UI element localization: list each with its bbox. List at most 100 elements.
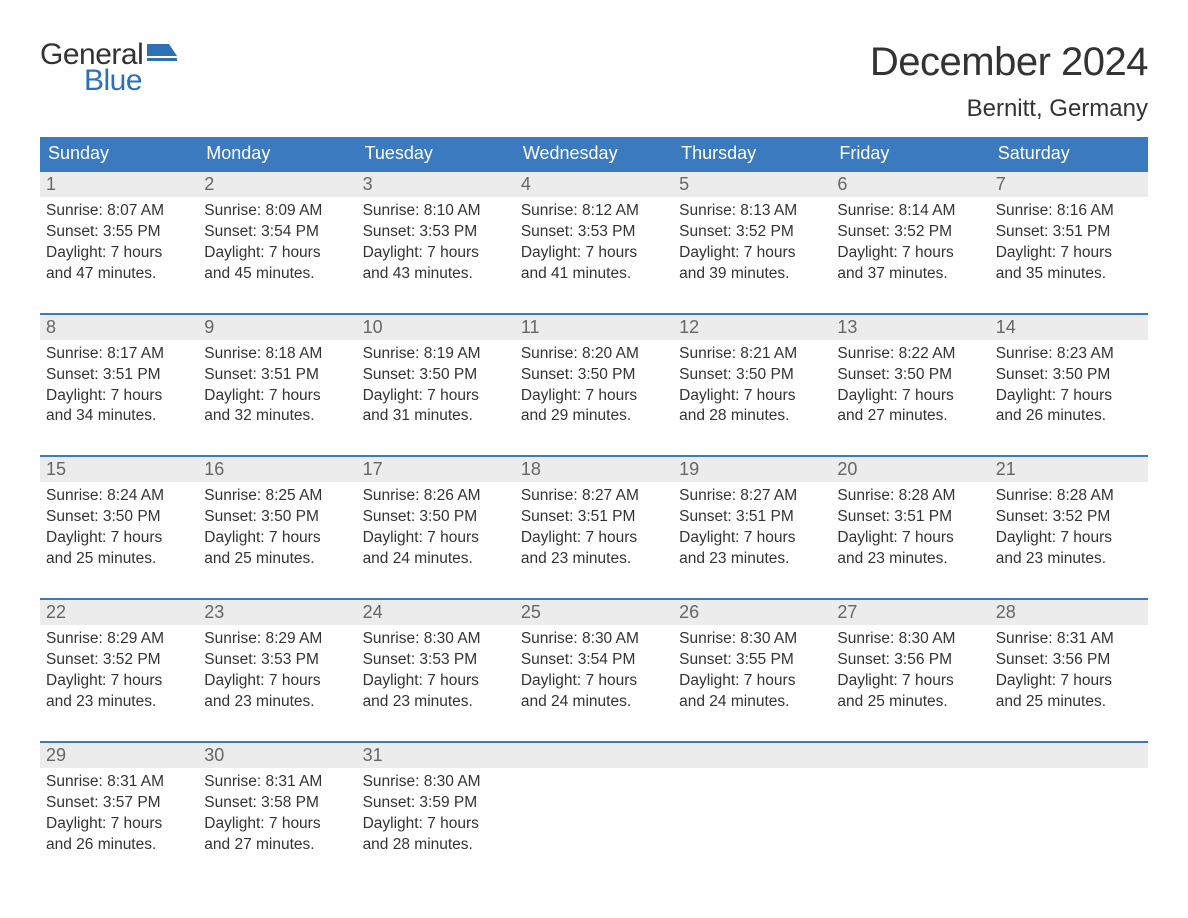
sunrise-line: Sunrise: 8:23 AM — [996, 344, 1142, 365]
sunset-line: Sunset: 3:51 PM — [679, 507, 825, 528]
day-cell: 22Sunrise: 8:29 AMSunset: 3:52 PMDayligh… — [40, 600, 198, 719]
daylight-line-1: Daylight: 7 hours — [679, 528, 825, 549]
day-body: Sunrise: 8:29 AMSunset: 3:52 PMDaylight:… — [40, 625, 198, 719]
sunset-line: Sunset: 3:56 PM — [837, 650, 983, 671]
sunrise-line: Sunrise: 8:12 AM — [521, 201, 667, 222]
week-row: 8Sunrise: 8:17 AMSunset: 3:51 PMDaylight… — [40, 313, 1148, 434]
day-body: Sunrise: 8:23 AMSunset: 3:50 PMDaylight:… — [990, 340, 1148, 434]
day-number: 25 — [515, 600, 673, 625]
sunrise-line: Sunrise: 8:31 AM — [204, 772, 350, 793]
month-title: December 2024 — [870, 40, 1148, 85]
sunset-line: Sunset: 3:53 PM — [521, 222, 667, 243]
sunrise-line: Sunrise: 8:29 AM — [46, 629, 192, 650]
sunrise-line: Sunrise: 8:20 AM — [521, 344, 667, 365]
day-number: 28 — [990, 600, 1148, 625]
sunrise-line: Sunrise: 8:28 AM — [837, 486, 983, 507]
daylight-line-2: and 26 minutes. — [996, 406, 1142, 427]
day-body: Sunrise: 8:10 AMSunset: 3:53 PMDaylight:… — [357, 197, 515, 291]
sunset-line: Sunset: 3:50 PM — [363, 507, 509, 528]
sunset-line: Sunset: 3:52 PM — [837, 222, 983, 243]
daylight-line-2: and 43 minutes. — [363, 264, 509, 285]
day-cell: 16Sunrise: 8:25 AMSunset: 3:50 PMDayligh… — [198, 457, 356, 576]
sunset-line: Sunset: 3:53 PM — [363, 650, 509, 671]
daylight-line-1: Daylight: 7 hours — [46, 243, 192, 264]
sunrise-line: Sunrise: 8:30 AM — [521, 629, 667, 650]
day-body: Sunrise: 8:27 AMSunset: 3:51 PMDaylight:… — [673, 482, 831, 576]
sunrise-line: Sunrise: 8:31 AM — [996, 629, 1142, 650]
day-cell: 24Sunrise: 8:30 AMSunset: 3:53 PMDayligh… — [357, 600, 515, 719]
sunset-line: Sunset: 3:50 PM — [679, 365, 825, 386]
day-cell: 25Sunrise: 8:30 AMSunset: 3:54 PMDayligh… — [515, 600, 673, 719]
daylight-line-1: Daylight: 7 hours — [837, 243, 983, 264]
day-body: Sunrise: 8:19 AMSunset: 3:50 PMDaylight:… — [357, 340, 515, 434]
day-cell: 7Sunrise: 8:16 AMSunset: 3:51 PMDaylight… — [990, 172, 1148, 291]
sunset-line: Sunset: 3:50 PM — [996, 365, 1142, 386]
daylight-line-1: Daylight: 7 hours — [679, 386, 825, 407]
daylight-line-1: Daylight: 7 hours — [204, 814, 350, 835]
day-number: 24 — [357, 600, 515, 625]
day-number: 22 — [40, 600, 198, 625]
day-number: 30 — [198, 743, 356, 768]
day-cell: 3Sunrise: 8:10 AMSunset: 3:53 PMDaylight… — [357, 172, 515, 291]
daylight-line-1: Daylight: 7 hours — [363, 386, 509, 407]
day-body: Sunrise: 8:30 AMSunset: 3:56 PMDaylight:… — [831, 625, 989, 719]
day-number: 5 — [673, 172, 831, 197]
day-number: 12 — [673, 315, 831, 340]
sunrise-line: Sunrise: 8:19 AM — [363, 344, 509, 365]
sunrise-line: Sunrise: 8:29 AM — [204, 629, 350, 650]
daylight-line-2: and 25 minutes. — [996, 692, 1142, 713]
day-body: Sunrise: 8:29 AMSunset: 3:53 PMDaylight:… — [198, 625, 356, 719]
sunset-line: Sunset: 3:50 PM — [204, 507, 350, 528]
daylight-line-2: and 28 minutes. — [363, 835, 509, 856]
sunrise-line: Sunrise: 8:21 AM — [679, 344, 825, 365]
day-cell: 23Sunrise: 8:29 AMSunset: 3:53 PMDayligh… — [198, 600, 356, 719]
sunset-line: Sunset: 3:50 PM — [521, 365, 667, 386]
empty-day-number — [990, 743, 1148, 768]
calendar: SundayMondayTuesdayWednesdayThursdayFrid… — [40, 137, 1148, 861]
day-body: Sunrise: 8:16 AMSunset: 3:51 PMDaylight:… — [990, 197, 1148, 291]
sunset-line: Sunset: 3:53 PM — [363, 222, 509, 243]
day-cell: 30Sunrise: 8:31 AMSunset: 3:58 PMDayligh… — [198, 743, 356, 862]
daylight-line-1: Daylight: 7 hours — [679, 671, 825, 692]
sunset-line: Sunset: 3:50 PM — [837, 365, 983, 386]
day-body: Sunrise: 8:21 AMSunset: 3:50 PMDaylight:… — [673, 340, 831, 434]
day-body: Sunrise: 8:30 AMSunset: 3:54 PMDaylight:… — [515, 625, 673, 719]
daylight-line-2: and 41 minutes. — [521, 264, 667, 285]
daylight-line-2: and 25 minutes. — [837, 692, 983, 713]
day-body: Sunrise: 8:31 AMSunset: 3:56 PMDaylight:… — [990, 625, 1148, 719]
empty-day-number — [831, 743, 989, 768]
daylight-line-1: Daylight: 7 hours — [996, 528, 1142, 549]
sunset-line: Sunset: 3:51 PM — [46, 365, 192, 386]
day-body: Sunrise: 8:31 AMSunset: 3:57 PMDaylight:… — [40, 768, 198, 862]
day-cell: 21Sunrise: 8:28 AMSunset: 3:52 PMDayligh… — [990, 457, 1148, 576]
daylight-line-1: Daylight: 7 hours — [679, 243, 825, 264]
empty-day-number — [515, 743, 673, 768]
daylight-line-1: Daylight: 7 hours — [521, 671, 667, 692]
sunset-line: Sunset: 3:50 PM — [363, 365, 509, 386]
daylight-line-2: and 25 minutes. — [46, 549, 192, 570]
day-number: 20 — [831, 457, 989, 482]
day-cell: 5Sunrise: 8:13 AMSunset: 3:52 PMDaylight… — [673, 172, 831, 291]
header: General Blue December 2024 Bernitt, Germ… — [40, 40, 1148, 123]
day-number: 18 — [515, 457, 673, 482]
daylight-line-1: Daylight: 7 hours — [996, 671, 1142, 692]
day-body: Sunrise: 8:31 AMSunset: 3:58 PMDaylight:… — [198, 768, 356, 862]
day-cell — [673, 743, 831, 862]
sunset-line: Sunset: 3:52 PM — [679, 222, 825, 243]
daylight-line-1: Daylight: 7 hours — [46, 386, 192, 407]
day-number: 3 — [357, 172, 515, 197]
weekday-header: Thursday — [673, 137, 831, 170]
day-body: Sunrise: 8:30 AMSunset: 3:55 PMDaylight:… — [673, 625, 831, 719]
weekday-header: Sunday — [40, 137, 198, 170]
daylight-line-2: and 34 minutes. — [46, 406, 192, 427]
weekday-header: Tuesday — [357, 137, 515, 170]
sunrise-line: Sunrise: 8:22 AM — [837, 344, 983, 365]
day-body: Sunrise: 8:28 AMSunset: 3:51 PMDaylight:… — [831, 482, 989, 576]
sunrise-line: Sunrise: 8:09 AM — [204, 201, 350, 222]
daylight-line-1: Daylight: 7 hours — [996, 243, 1142, 264]
daylight-line-2: and 27 minutes. — [204, 835, 350, 856]
sunrise-line: Sunrise: 8:28 AM — [996, 486, 1142, 507]
day-number: 15 — [40, 457, 198, 482]
daylight-line-2: and 37 minutes. — [837, 264, 983, 285]
daylight-line-2: and 23 minutes. — [996, 549, 1142, 570]
